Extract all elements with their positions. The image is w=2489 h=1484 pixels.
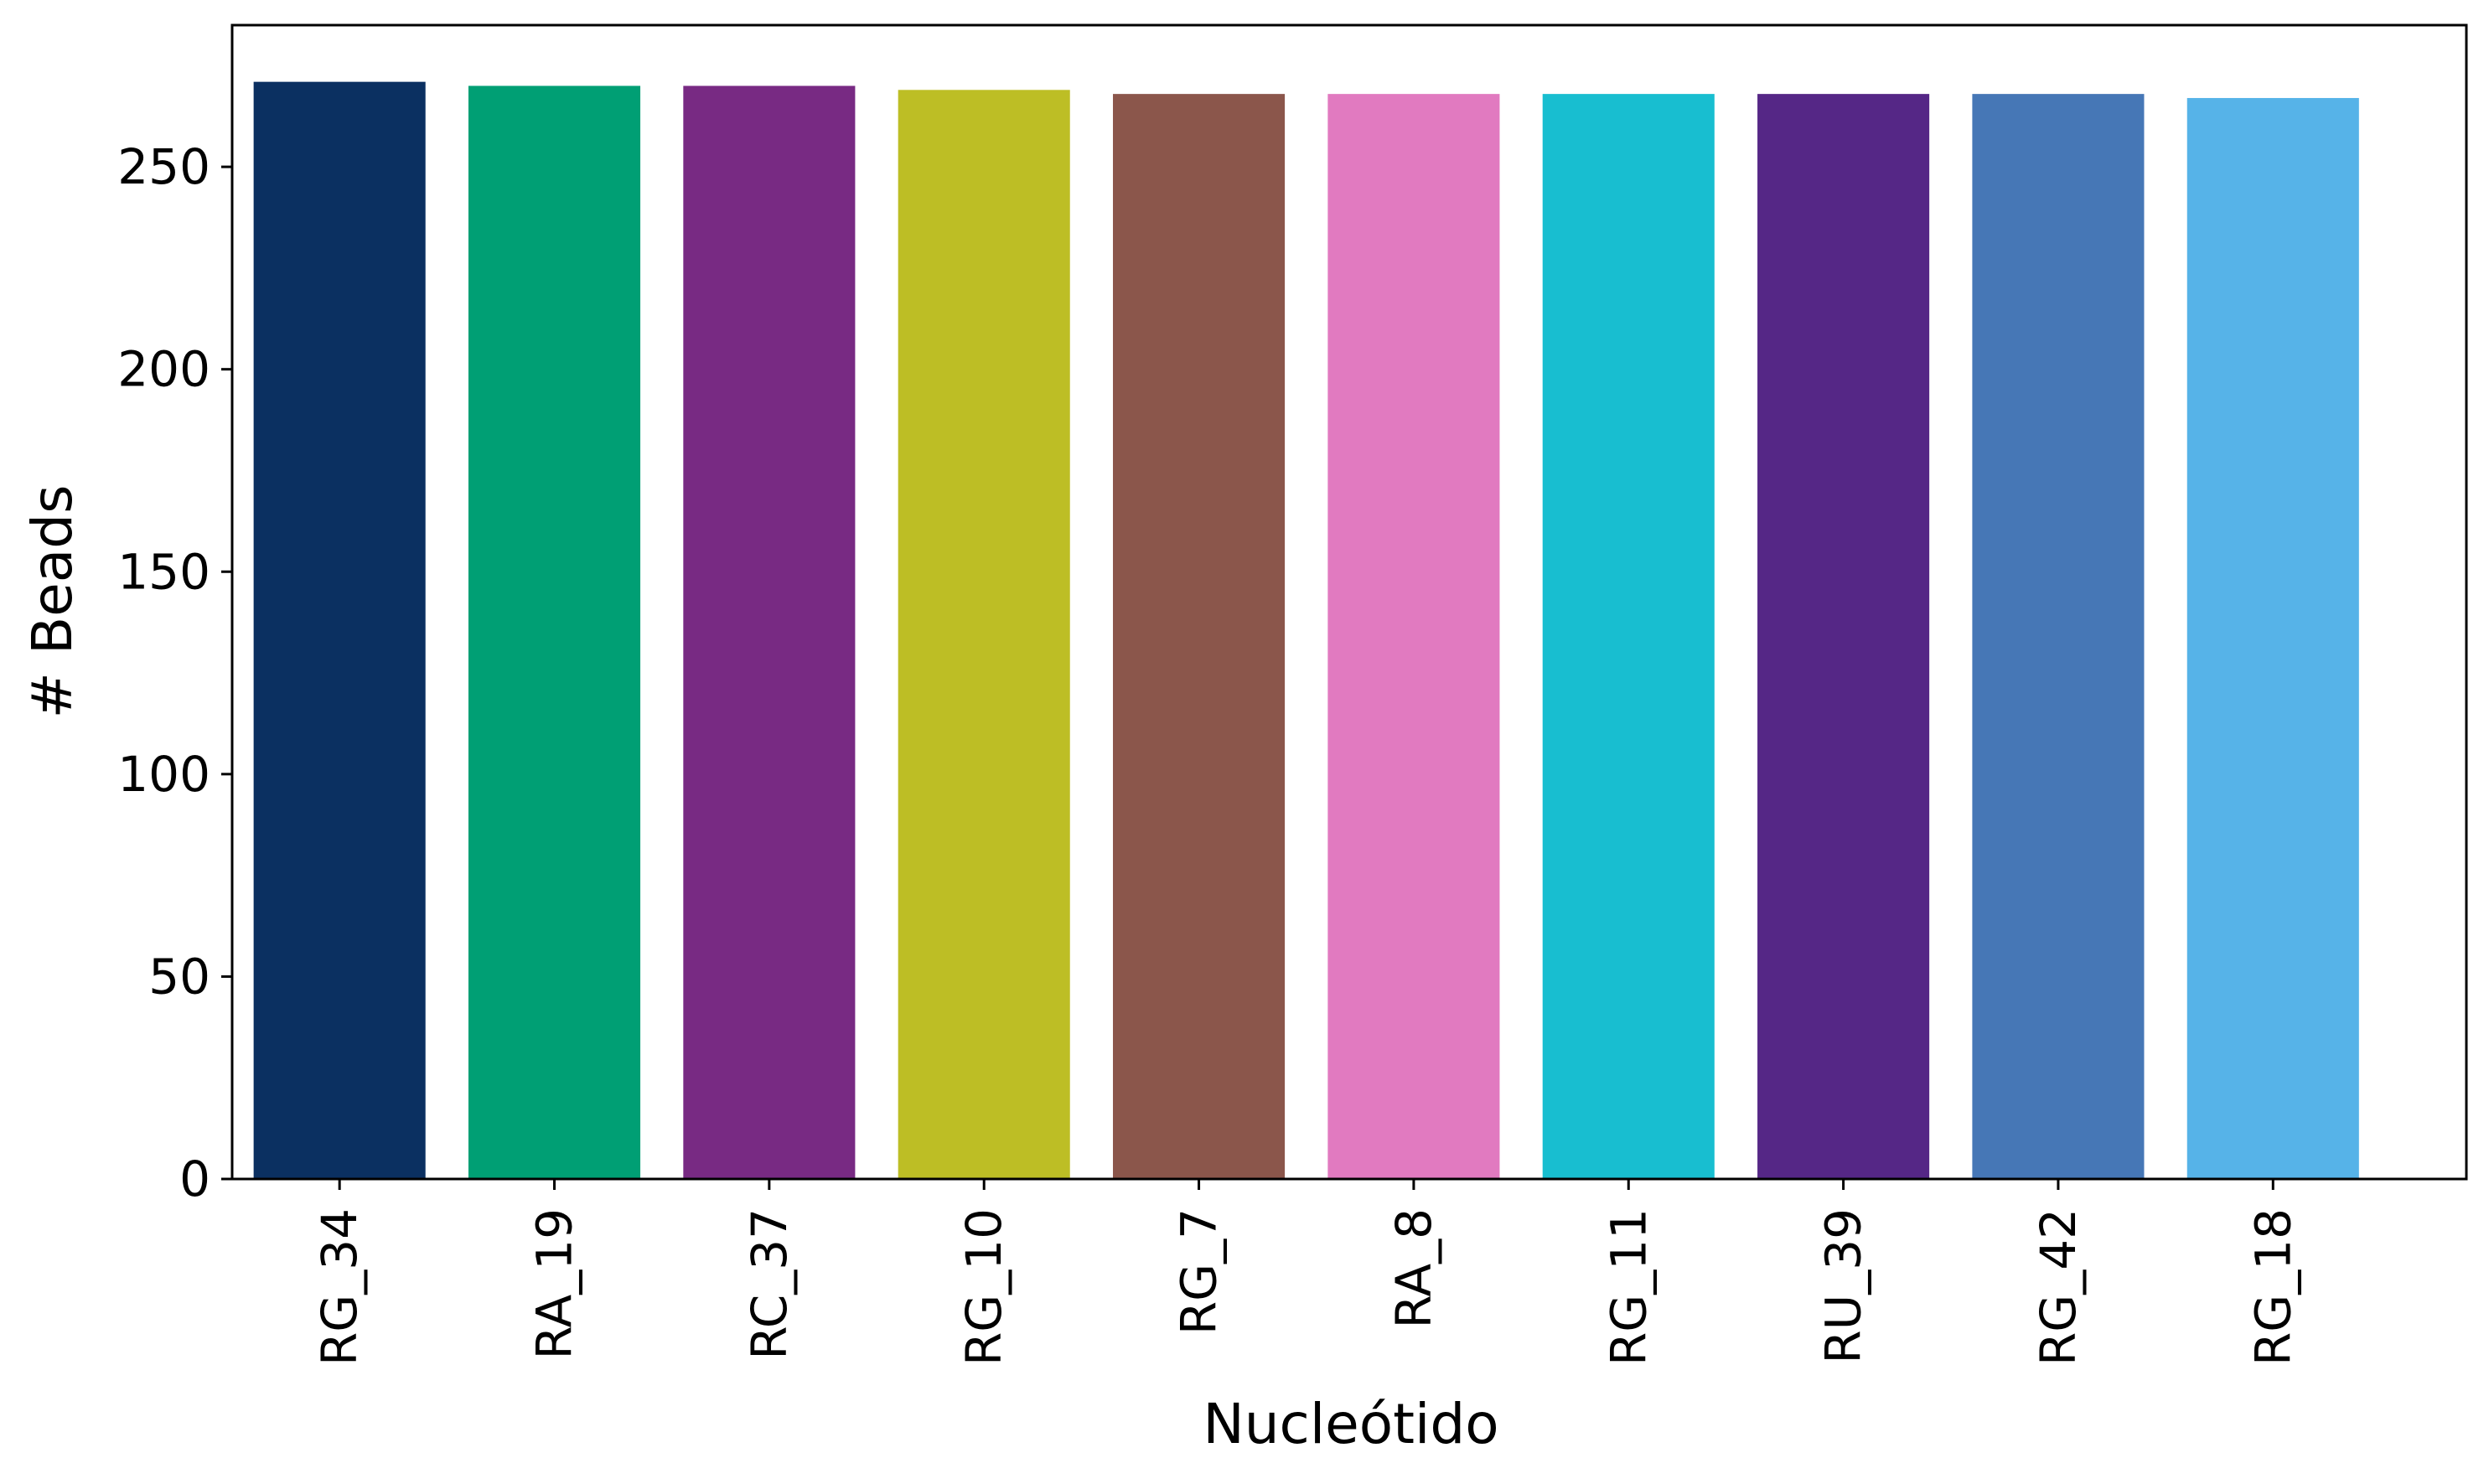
y-tick-label: 100 bbox=[117, 746, 210, 803]
x-tick-label: RG_18 bbox=[2244, 1208, 2301, 1366]
bar-rg-11 bbox=[1542, 94, 1715, 1179]
bar-rc-37 bbox=[683, 85, 856, 1180]
y-tick-label: 0 bbox=[179, 1150, 210, 1207]
x-tick-label: RG_11 bbox=[1600, 1208, 1657, 1366]
y-tick-label: 200 bbox=[117, 341, 210, 398]
plot-frame bbox=[230, 23, 2468, 1181]
y-tick-label: 250 bbox=[117, 138, 210, 195]
x-tick-label: RG_34 bbox=[311, 1208, 368, 1366]
bar-rg-42 bbox=[1972, 94, 2145, 1179]
x-tick-label: RG_7 bbox=[1171, 1208, 1228, 1335]
bar-ru-39 bbox=[1757, 94, 1930, 1179]
bars-group bbox=[253, 81, 2359, 1180]
y-tick-label: 150 bbox=[117, 543, 210, 600]
bar-rg-18 bbox=[2186, 97, 2359, 1180]
bar-ra-8 bbox=[1327, 94, 1500, 1179]
x-tick-label: RA_8 bbox=[1385, 1208, 1442, 1329]
x-axis: RG_34 RA_19 RC_37 RG_10 RG_7 RA_8 RG_11 RU_39 RG… bbox=[311, 1179, 2301, 1366]
bar-ra-19 bbox=[468, 85, 641, 1180]
x-axis-label: Nucleótido bbox=[1203, 1392, 1498, 1456]
bar-rg-7 bbox=[1113, 94, 1286, 1179]
y-axis: 0 50 100 150 200 250 bbox=[117, 138, 232, 1207]
x-tick-label: RA_19 bbox=[526, 1208, 583, 1359]
bar-rg-10 bbox=[898, 90, 1070, 1179]
x-tick-label: RU_39 bbox=[1815, 1208, 1872, 1364]
x-tick-label: RG_10 bbox=[955, 1208, 1012, 1366]
bar-rg-34 bbox=[253, 81, 426, 1180]
y-axis-label: # Beads bbox=[20, 485, 85, 719]
y-tick-label: 50 bbox=[148, 948, 210, 1005]
x-tick-label: RG_42 bbox=[2030, 1208, 2087, 1366]
x-tick-label: RC_37 bbox=[741, 1208, 798, 1360]
